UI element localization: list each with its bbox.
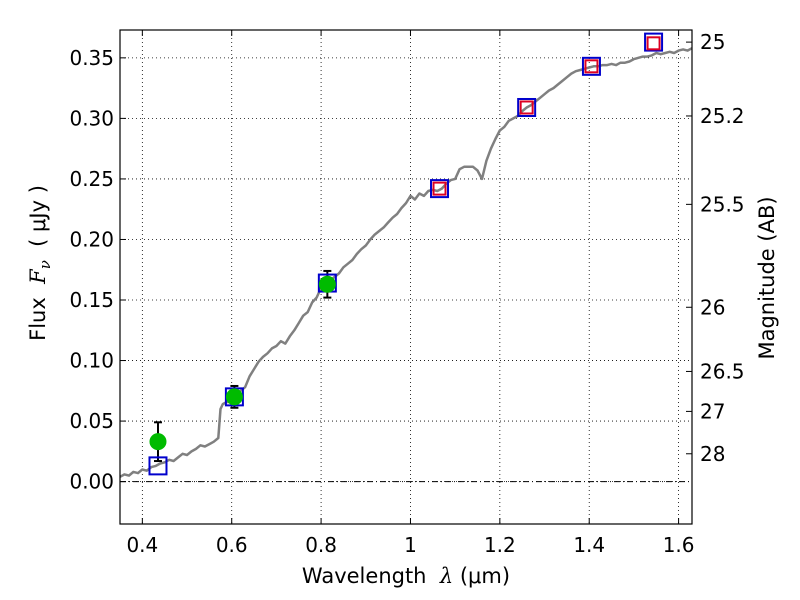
y-axis-label: Flux Fν ( μJy ): [26, 185, 54, 341]
y2-axis-label: Magnitude (AB): [755, 196, 779, 359]
synthetic-square: [148, 456, 168, 476]
synthetic-square: [644, 32, 664, 52]
synthetic-square: [517, 97, 537, 117]
y2-axis-ticks: 25 25.2 25.5 26 26.5 27 28: [686, 30, 745, 466]
observed-photometry-markers: [149, 275, 336, 451]
x-axis-ticks: 0.4 0.6 0.8 1 1.2 1.4 1.6: [126, 30, 695, 557]
model-spectrum-line: [119, 47, 693, 478]
plot-area: [120, 30, 692, 524]
y2-tick-label: 25.5: [700, 192, 745, 216]
y-tick-label: 0.10: [69, 349, 114, 373]
y2-tick-label: 28: [700, 442, 725, 466]
predicted-square: [584, 59, 599, 74]
plot-frame: [119, 29, 693, 525]
y2-tick-label: 27: [700, 399, 725, 423]
y-tick-label: 0.20: [69, 227, 114, 251]
predicted-square: [432, 181, 447, 196]
y-tick-label: 0.35: [69, 46, 114, 70]
y-tick-label: 0.05: [69, 409, 114, 433]
predicted-photometry-markers: [432, 36, 661, 196]
predicted-square: [519, 100, 534, 115]
y2-tick-label: 26.5: [700, 359, 745, 383]
x-tick-label: 1.6: [663, 533, 695, 557]
y-tick-label: 0.30: [69, 106, 114, 130]
observed-point: [149, 433, 167, 451]
x-tick-label: 0.6: [216, 533, 248, 557]
observed-point: [225, 388, 243, 406]
y2-tick-label: 26: [700, 295, 725, 319]
y-tick-label: 0.00: [69, 470, 114, 494]
synthetic-square: [430, 179, 450, 199]
y2-tick-label: 25.2: [700, 104, 745, 128]
x-tick-label: 1.4: [573, 533, 605, 557]
y2-tick-label: 25: [700, 30, 725, 54]
x-tick-label: 1.2: [484, 533, 516, 557]
predicted-square: [646, 36, 661, 51]
x-tick-label: 1: [404, 533, 417, 557]
y-axis-ticks: 0.00 0.05 0.10 0.15 0.20 0.25 0.30 0.35: [69, 46, 126, 494]
observed-point: [318, 275, 336, 293]
y-tick-label: 0.25: [69, 167, 114, 191]
x-axis-label: Wavelength λ (μm): [302, 564, 510, 588]
y-tick-label: 0.15: [69, 288, 114, 312]
x-tick-label: 0.4: [126, 533, 158, 557]
x-tick-label: 0.8: [305, 533, 337, 557]
synthetic-square: [581, 56, 601, 76]
